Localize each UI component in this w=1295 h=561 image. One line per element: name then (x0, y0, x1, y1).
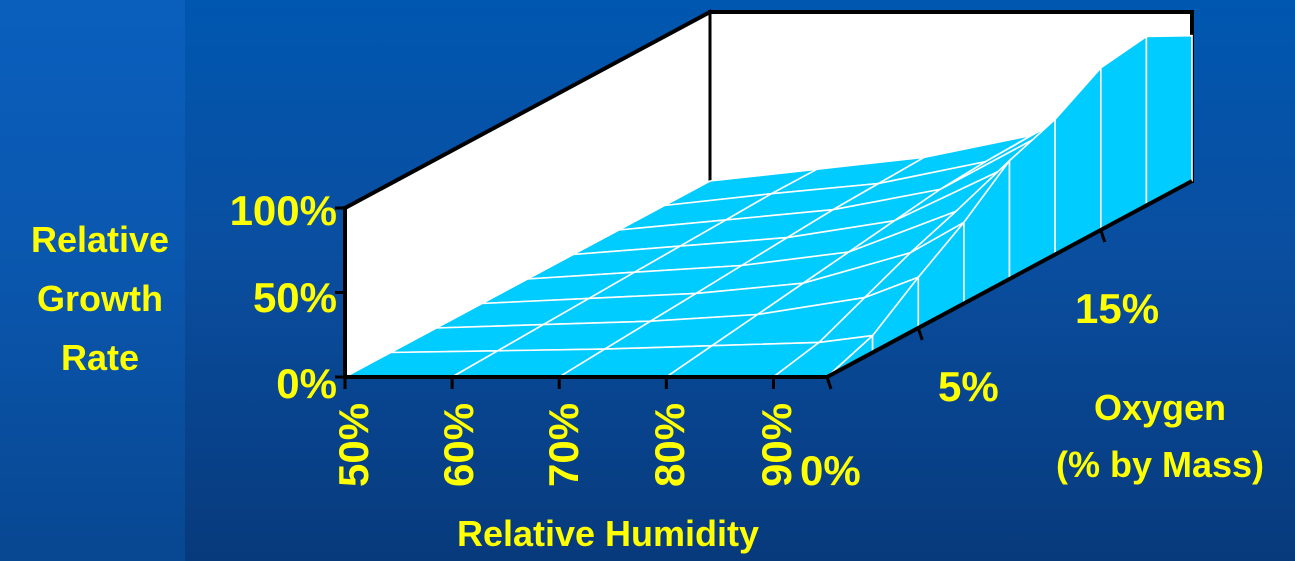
side-wall (345, 12, 710, 377)
axis-line (826, 179, 1193, 379)
axis-ticks (335, 179, 1193, 390)
y-tick-mark (825, 376, 833, 390)
z-tick-label: 0% (276, 360, 337, 407)
surface-side-face (1145, 34, 1193, 207)
y-tick-label: 5% (938, 363, 999, 410)
x-tick-labels: 50% 60% 70% 80% 90% (330, 403, 800, 487)
z-axis-title: Relative Growth Rate (31, 219, 169, 378)
x-tick-label: 50% (330, 403, 377, 487)
left-background-band (0, 0, 185, 561)
x-tick-label: 70% (540, 403, 587, 487)
z-tick-label: 50% (253, 274, 337, 321)
y-tick-label: 0% (800, 447, 861, 494)
x-tick-label: 60% (435, 403, 482, 487)
y-tick-mark (916, 327, 924, 341)
z-axis-title-line: Growth (37, 278, 163, 319)
z-axis-title-line: Relative (31, 219, 169, 260)
z-tick-labels: 100% 50% 0% (230, 187, 337, 407)
y-axis-title: Oxygen (% by Mass) (1056, 387, 1264, 485)
x-tick-label: 90% (753, 403, 800, 487)
x-axis-title: Relative Humidity (457, 513, 759, 554)
frame-line (342, 9, 713, 211)
x-tick-label: 80% (646, 403, 693, 487)
y-axis-title-line: Oxygen (1094, 387, 1226, 428)
z-axis-title-line: Rate (61, 337, 139, 378)
y-axis-title-line: (% by Mass) (1056, 444, 1264, 485)
y-tick-mark (1099, 229, 1107, 243)
y-tick-labels: 0% 5% 15% (800, 285, 1159, 494)
y-tick-label: 15% (1075, 285, 1159, 332)
z-tick-label: 100% (230, 187, 337, 234)
surface-side-face (1100, 34, 1148, 232)
